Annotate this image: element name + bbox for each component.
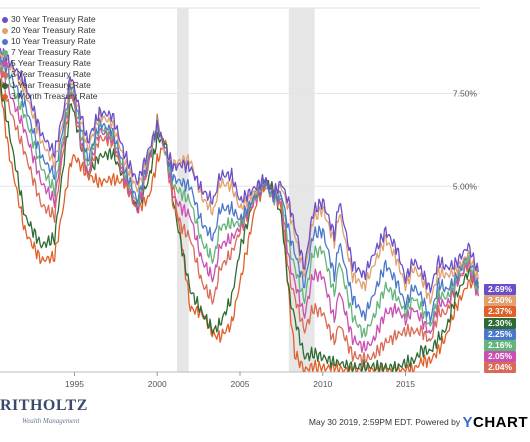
series-line [0,78,479,372]
end-value-badge: 2.16% [484,340,516,351]
x-tick-label: 1995 [65,379,84,389]
timestamp: May 30 2019, 2:59PM EDT. [308,417,413,427]
ycharts-logo-y: Y [462,414,473,431]
legend-item: 30 Year Treasury Rate [2,14,97,25]
legend-swatch [2,82,8,89]
legend-label: 3 Year Treasury Rate [11,69,91,79]
legend-item: 1 Year Treasury Rate [2,80,97,91]
series-line [0,47,479,294]
legend-item: 20 Year Treasury Rate [2,25,97,36]
y-tick-label: 7.50% [453,88,478,98]
end-value-badge: 2.05% [484,351,516,363]
ycharts-logo: YCHART [462,414,528,431]
legend-swatch [2,27,8,34]
logo-subtitle: Wealth Management [22,417,80,425]
legend-label: 1 Year Treasury Rate [11,80,91,90]
end-value-badge: 2.37% [484,306,516,318]
end-value-badge: 2.69% [484,284,516,295]
legend-swatch [2,38,8,45]
legend-swatch [2,71,8,78]
end-value-badge: 2.30% [484,317,516,329]
powered-by-text: Powered by [415,417,461,427]
legend-swatch [2,60,8,67]
y-tick-label: 5.00% [453,181,478,191]
legend-item: 7 Year Treasury Rate [2,47,97,58]
end-value-badge: 2.50% [484,295,516,307]
legend-swatch [2,49,8,56]
series-line [0,84,479,372]
legend-item: 3 Month Treasury Rate [2,91,97,102]
chart-footer: May 30 2019, 2:59PM EDT. Powered by YCHA… [309,414,528,431]
legend-swatch [2,93,8,100]
chart-legend: 30 Year Treasury Rate 20 Year Treasury Ra… [2,14,97,102]
legend-label: 3 Month Treasury Rate [11,91,98,101]
legend-item: 5 Year Treasury Rate [2,58,97,69]
legend-label: 7 Year Treasury Rate [11,47,91,57]
end-value-badge: 2.25% [484,328,516,340]
x-tick-label: 2000 [148,379,167,389]
x-tick-label: 2005 [231,379,250,389]
legend-item: 10 Year Treasury Rate [2,36,97,47]
legend-label: 5 Year Treasury Rate [11,58,91,68]
x-tick-label: 2015 [396,379,415,389]
recession-band [177,8,189,372]
legend-swatch [2,16,8,23]
legend-label: 30 Year Treasury Rate [11,14,96,24]
x-tick-label: 2010 [313,379,332,389]
ycharts-logo-text: CHART [473,414,528,431]
legend-item: 3 Year Treasury Rate [2,69,97,80]
end-value-badge: 2.04% [484,362,516,374]
legend-label: 10 Year Treasury Rate [11,36,96,46]
logo-text: RITHOLTZ [0,397,88,414]
legend-label: 20 Year Treasury Rate [11,25,96,35]
ritholtz-logo: RITHOLTZ [0,397,88,415]
